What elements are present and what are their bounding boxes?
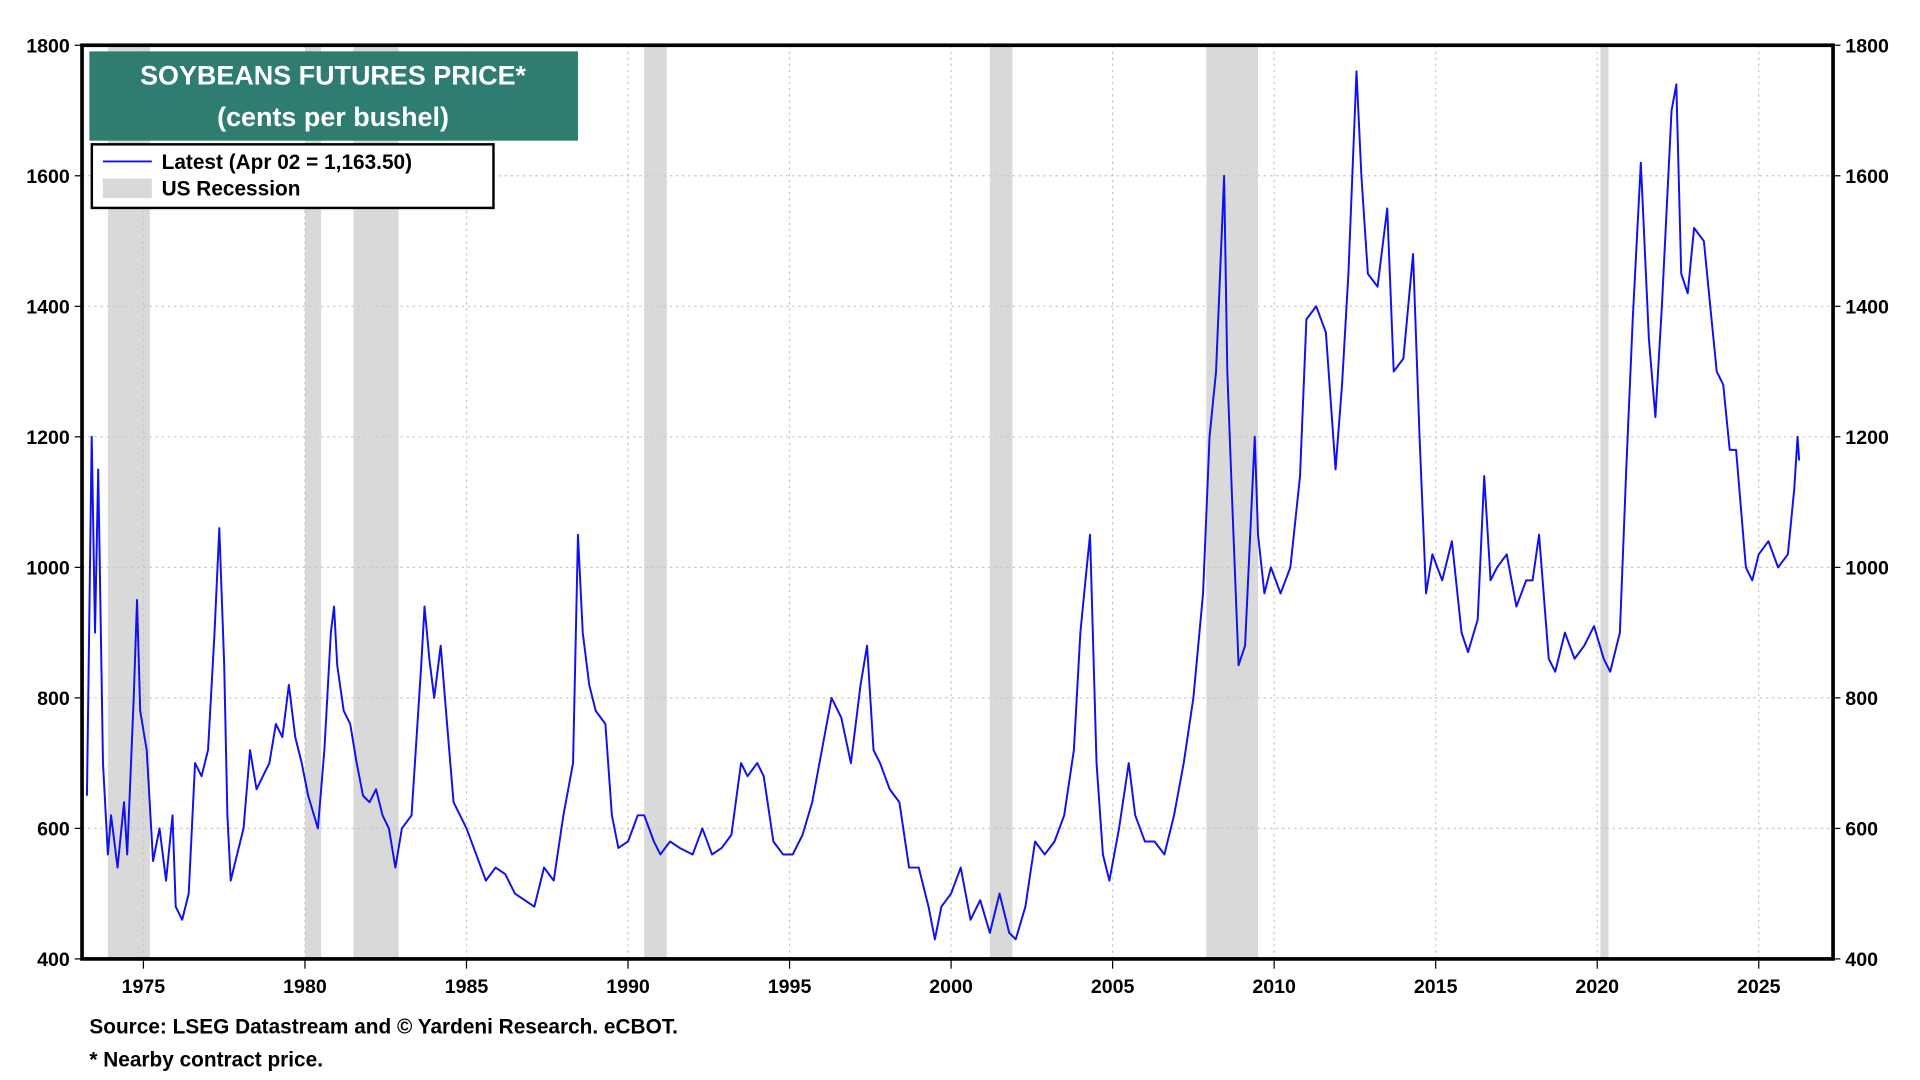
- y-tick-label-left: 1400: [26, 297, 70, 319]
- y-tick-label-left: 1000: [26, 558, 70, 580]
- x-tick-label: 1985: [445, 976, 489, 998]
- recession-band: [989, 45, 1013, 959]
- recession-band: [1600, 45, 1609, 959]
- legend-recession: US Recession: [162, 178, 301, 201]
- legend: Latest (Apr 02 = 1,163.50) US Recession: [90, 143, 495, 210]
- y-tick-label-left: 400: [37, 949, 70, 971]
- y-tick-label-left: 1800: [26, 36, 70, 58]
- chart-title: SOYBEANS FUTURES PRICE*: [140, 60, 526, 90]
- y-tick-label-left: 1600: [26, 166, 70, 188]
- y-tick-label-right: 800: [1845, 688, 1878, 710]
- y-tick-label-right: 1000: [1845, 558, 1889, 580]
- footnote: * Nearby contract price.: [89, 1049, 323, 1072]
- y-tick-label-left: 600: [37, 819, 70, 841]
- x-tick-label: 2005: [1091, 976, 1135, 998]
- legend-latest: Latest (Apr 02 = 1,163.50): [162, 151, 412, 174]
- x-tick-label: 1995: [768, 976, 812, 998]
- x-tick-label: 1980: [283, 976, 327, 998]
- y-tick-label-right: 400: [1845, 949, 1878, 971]
- recession-band: [304, 45, 322, 959]
- x-tick-label: 2015: [1414, 976, 1458, 998]
- y-tick-label-right: 1200: [1845, 427, 1889, 449]
- y-tick-label-left: 800: [37, 688, 70, 710]
- x-tick-label: 2020: [1575, 976, 1619, 998]
- recession-band: [644, 45, 667, 959]
- legend-recession-swatch: [102, 178, 152, 199]
- chart-subtitle: (cents per bushel): [217, 102, 449, 132]
- x-tick-label: 1990: [606, 976, 650, 998]
- y-tick-label-right: 600: [1845, 819, 1878, 841]
- title-box: SOYBEANS FUTURES PRICE* (cents per bushe…: [89, 51, 578, 141]
- y-tick-label-right: 1600: [1845, 166, 1889, 188]
- y-tick-label-right: 1400: [1845, 297, 1889, 319]
- price-line: [85, 70, 1801, 941]
- y-tick-label-right: 1800: [1845, 36, 1889, 58]
- x-tick-label: 2000: [929, 976, 973, 998]
- x-tick-label: 2010: [1252, 976, 1296, 998]
- x-tick-label: 1975: [122, 976, 166, 998]
- y-tick-label-left: 1200: [26, 427, 70, 449]
- plot-frame: [80, 43, 1835, 961]
- axis-ticks: 1975 1980 1985 1990 1995 2000 2005 2010 2015 2020…: [26, 36, 1889, 999]
- source-note: Source: LSEG Datastream and © Yardeni Re…: [89, 1016, 678, 1039]
- x-tick-label: 2025: [1737, 976, 1781, 998]
